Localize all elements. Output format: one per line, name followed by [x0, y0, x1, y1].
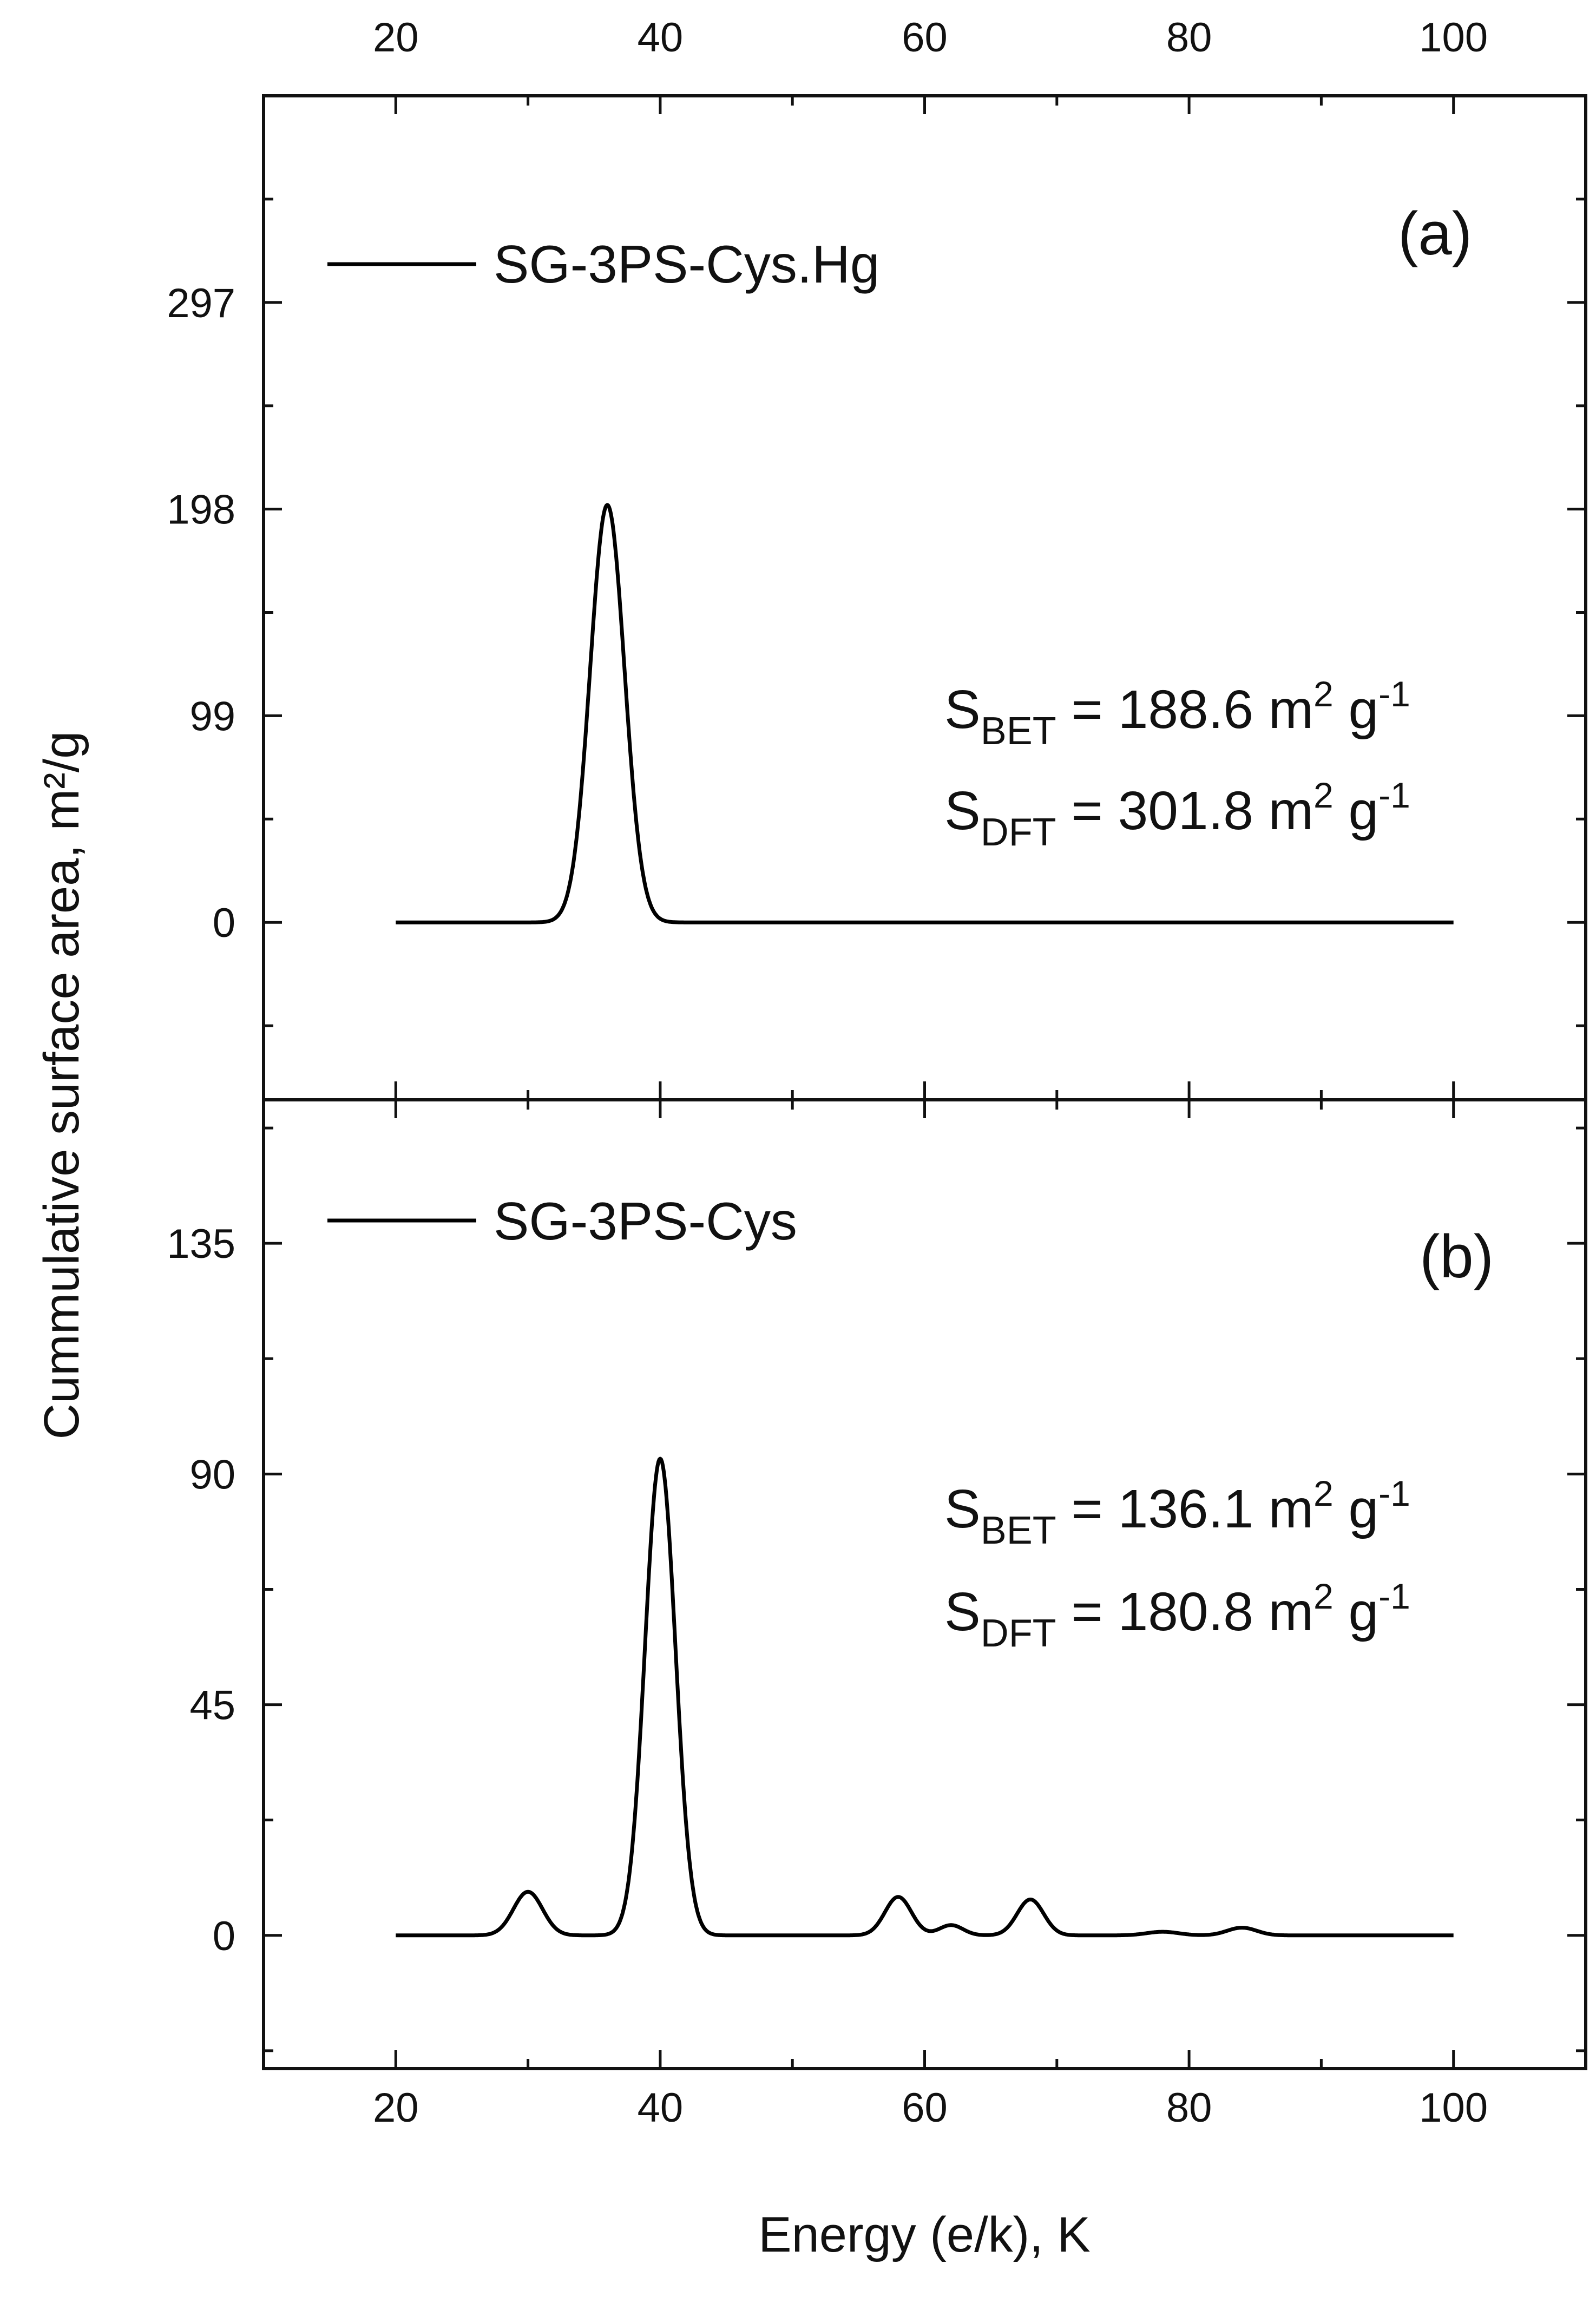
- panel-a-tag: (a): [1398, 200, 1472, 267]
- y-axis-title: Cummulative surface area, m²/g: [34, 731, 89, 1440]
- panel-a-y-ticks-right: [1567, 94, 1586, 1027]
- y-tick-label: 0: [213, 900, 235, 946]
- panel-b-series-line: [395, 1456, 1455, 1938]
- panel-b-x-tick-labels: 20 40 60 80 100: [373, 2085, 1488, 2131]
- panel-b-x-ticks-top: [262, 1100, 1587, 1118]
- panel-a-s-dft-annotation: SDFT = 301.8 m2 g-1: [944, 775, 1410, 854]
- panel-b-y-tick-labels: 0 45 90 135: [167, 1221, 235, 1959]
- panel-a-y-tick-labels: 0 99 198 297: [167, 280, 235, 946]
- panel-a-series-line: [395, 503, 1455, 924]
- y-tick-label: 99: [189, 693, 235, 739]
- panel-b: 20 40 60 80 100 0 45 90 135 SG-3PS-Cys (b) SBET…: [167, 1098, 1587, 2131]
- panel-b-tag: (b): [1420, 1223, 1494, 1290]
- x-tick-label: 60: [902, 15, 948, 61]
- x-tick-label: 60: [902, 2085, 948, 2131]
- x-tick-label: 100: [1419, 15, 1488, 61]
- x-tick-label: 40: [638, 2085, 684, 2131]
- panel-b-y-ticks-left: [264, 1126, 282, 2052]
- panel-a-s-bet-annotation: SBET = 188.6 m2 g-1: [944, 674, 1410, 753]
- panel-a-x-ticks-top: [262, 96, 1587, 114]
- panel-b-s-dft-annotation: SDFT = 180.8 m2 g-1: [944, 1576, 1410, 1655]
- panel-a-x-ticks-bottom: [262, 1081, 1587, 1100]
- x-tick-label: 20: [373, 15, 419, 61]
- y-tick-label: 198: [167, 487, 235, 533]
- x-tick-label: 80: [1166, 15, 1212, 61]
- x-tick-label: 40: [638, 15, 684, 61]
- x-tick-label: 80: [1166, 2085, 1212, 2131]
- panel-a-y-ticks-left: [264, 94, 282, 1027]
- panel-b-legend-label: SG-3PS-Cys: [494, 1191, 797, 1251]
- y-tick-label: 90: [189, 1452, 235, 1498]
- panel-b-s-bet-annotation: SBET = 136.1 m2 g-1: [944, 1473, 1410, 1552]
- y-tick-label: 135: [167, 1221, 235, 1267]
- panel-b-x-ticks-bottom: [262, 2050, 1587, 2069]
- x-tick-label: 100: [1419, 2085, 1488, 2131]
- panel-a-x-tick-labels: 20 40 60 80 100: [373, 15, 1488, 61]
- x-tick-label: 20: [373, 2085, 419, 2131]
- panel-b-y-ticks-right: [1567, 1126, 1586, 2052]
- panel-a-frame: [262, 94, 1587, 1101]
- y-tick-label: 0: [213, 1913, 235, 1959]
- y-tick-label: 45: [189, 1683, 235, 1729]
- panel-a-legend-label: SG-3PS-Cys.Hg: [494, 234, 879, 294]
- x-axis-title: Energy (e/k), K: [758, 2207, 1091, 2262]
- y-tick-label: 297: [167, 280, 235, 326]
